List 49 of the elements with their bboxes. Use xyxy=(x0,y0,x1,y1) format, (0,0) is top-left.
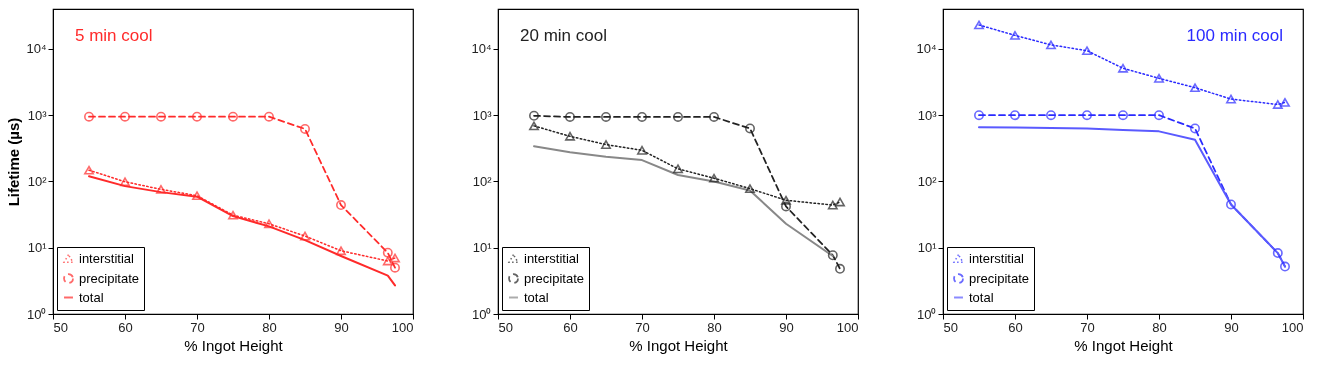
x-tick-label: 50 xyxy=(498,319,513,335)
text: 5 min cool xyxy=(75,26,153,45)
x-tick-label: 90 xyxy=(334,319,349,335)
x-tick-label: 80 xyxy=(262,319,277,335)
x-tick-label: 60 xyxy=(118,319,133,335)
legend-label: total xyxy=(79,289,104,305)
x-axis-title: % Ingot Height xyxy=(629,336,729,354)
y-tick-label: 10³ xyxy=(27,107,48,123)
x-tick-label: 100 xyxy=(391,319,414,335)
y-tick-label: 10² xyxy=(472,173,493,189)
x-tick-label: 50 xyxy=(53,319,68,335)
y-tick-label: 10¹ xyxy=(917,240,938,256)
y-tick-label: 10⁴ xyxy=(26,41,47,57)
legend-label: interstitial xyxy=(524,250,580,266)
x-tick-label: 60 xyxy=(1008,319,1023,335)
y-tick-label: 10⁰ xyxy=(917,306,937,322)
y-tick-label: 10¹ xyxy=(27,240,48,256)
y-axis-title: Lifetime (µs) xyxy=(5,117,23,207)
y-tick-label: 10² xyxy=(27,173,48,189)
y-tick-label: 10¹ xyxy=(472,240,493,256)
x-tick-label: 80 xyxy=(1152,319,1167,335)
y-tick-label: 10² xyxy=(917,173,938,189)
x-tick-label: 90 xyxy=(779,319,794,335)
x-tick-label: 100 xyxy=(836,319,859,335)
legend-label: precipitate xyxy=(79,270,139,286)
legend-label: interstitial xyxy=(969,250,1025,266)
legend-label: interstitial xyxy=(79,250,135,266)
legend-label: precipitate xyxy=(524,270,584,286)
x-axis-title: % Ingot Height xyxy=(184,336,284,354)
x-tick-label: 70 xyxy=(190,319,205,335)
x-tick-label: 100 xyxy=(1281,319,1304,335)
x-tick-label: 50 xyxy=(943,319,958,335)
x-axis-title: % Ingot Height xyxy=(1074,336,1174,354)
y-tick-label: 10⁰ xyxy=(27,306,47,322)
x-tick-label: 70 xyxy=(635,319,650,335)
legend-label: precipitate xyxy=(969,270,1029,286)
text: 100 min cool xyxy=(1186,26,1283,45)
y-tick-label: 10⁰ xyxy=(472,306,492,322)
x-tick-label: 80 xyxy=(707,319,722,335)
y-tick-label: 10⁴ xyxy=(471,41,492,57)
x-tick-label: 60 xyxy=(563,319,578,335)
y-tick-label: 10³ xyxy=(472,107,493,123)
text: 20 min cool xyxy=(520,26,607,45)
x-tick-label: 90 xyxy=(1224,319,1239,335)
y-tick-label: 10³ xyxy=(917,107,938,123)
legend-label: total xyxy=(524,289,549,305)
y-tick-label: 10⁴ xyxy=(916,41,937,57)
legend-label: total xyxy=(969,289,994,305)
x-tick-label: 70 xyxy=(1080,319,1095,335)
